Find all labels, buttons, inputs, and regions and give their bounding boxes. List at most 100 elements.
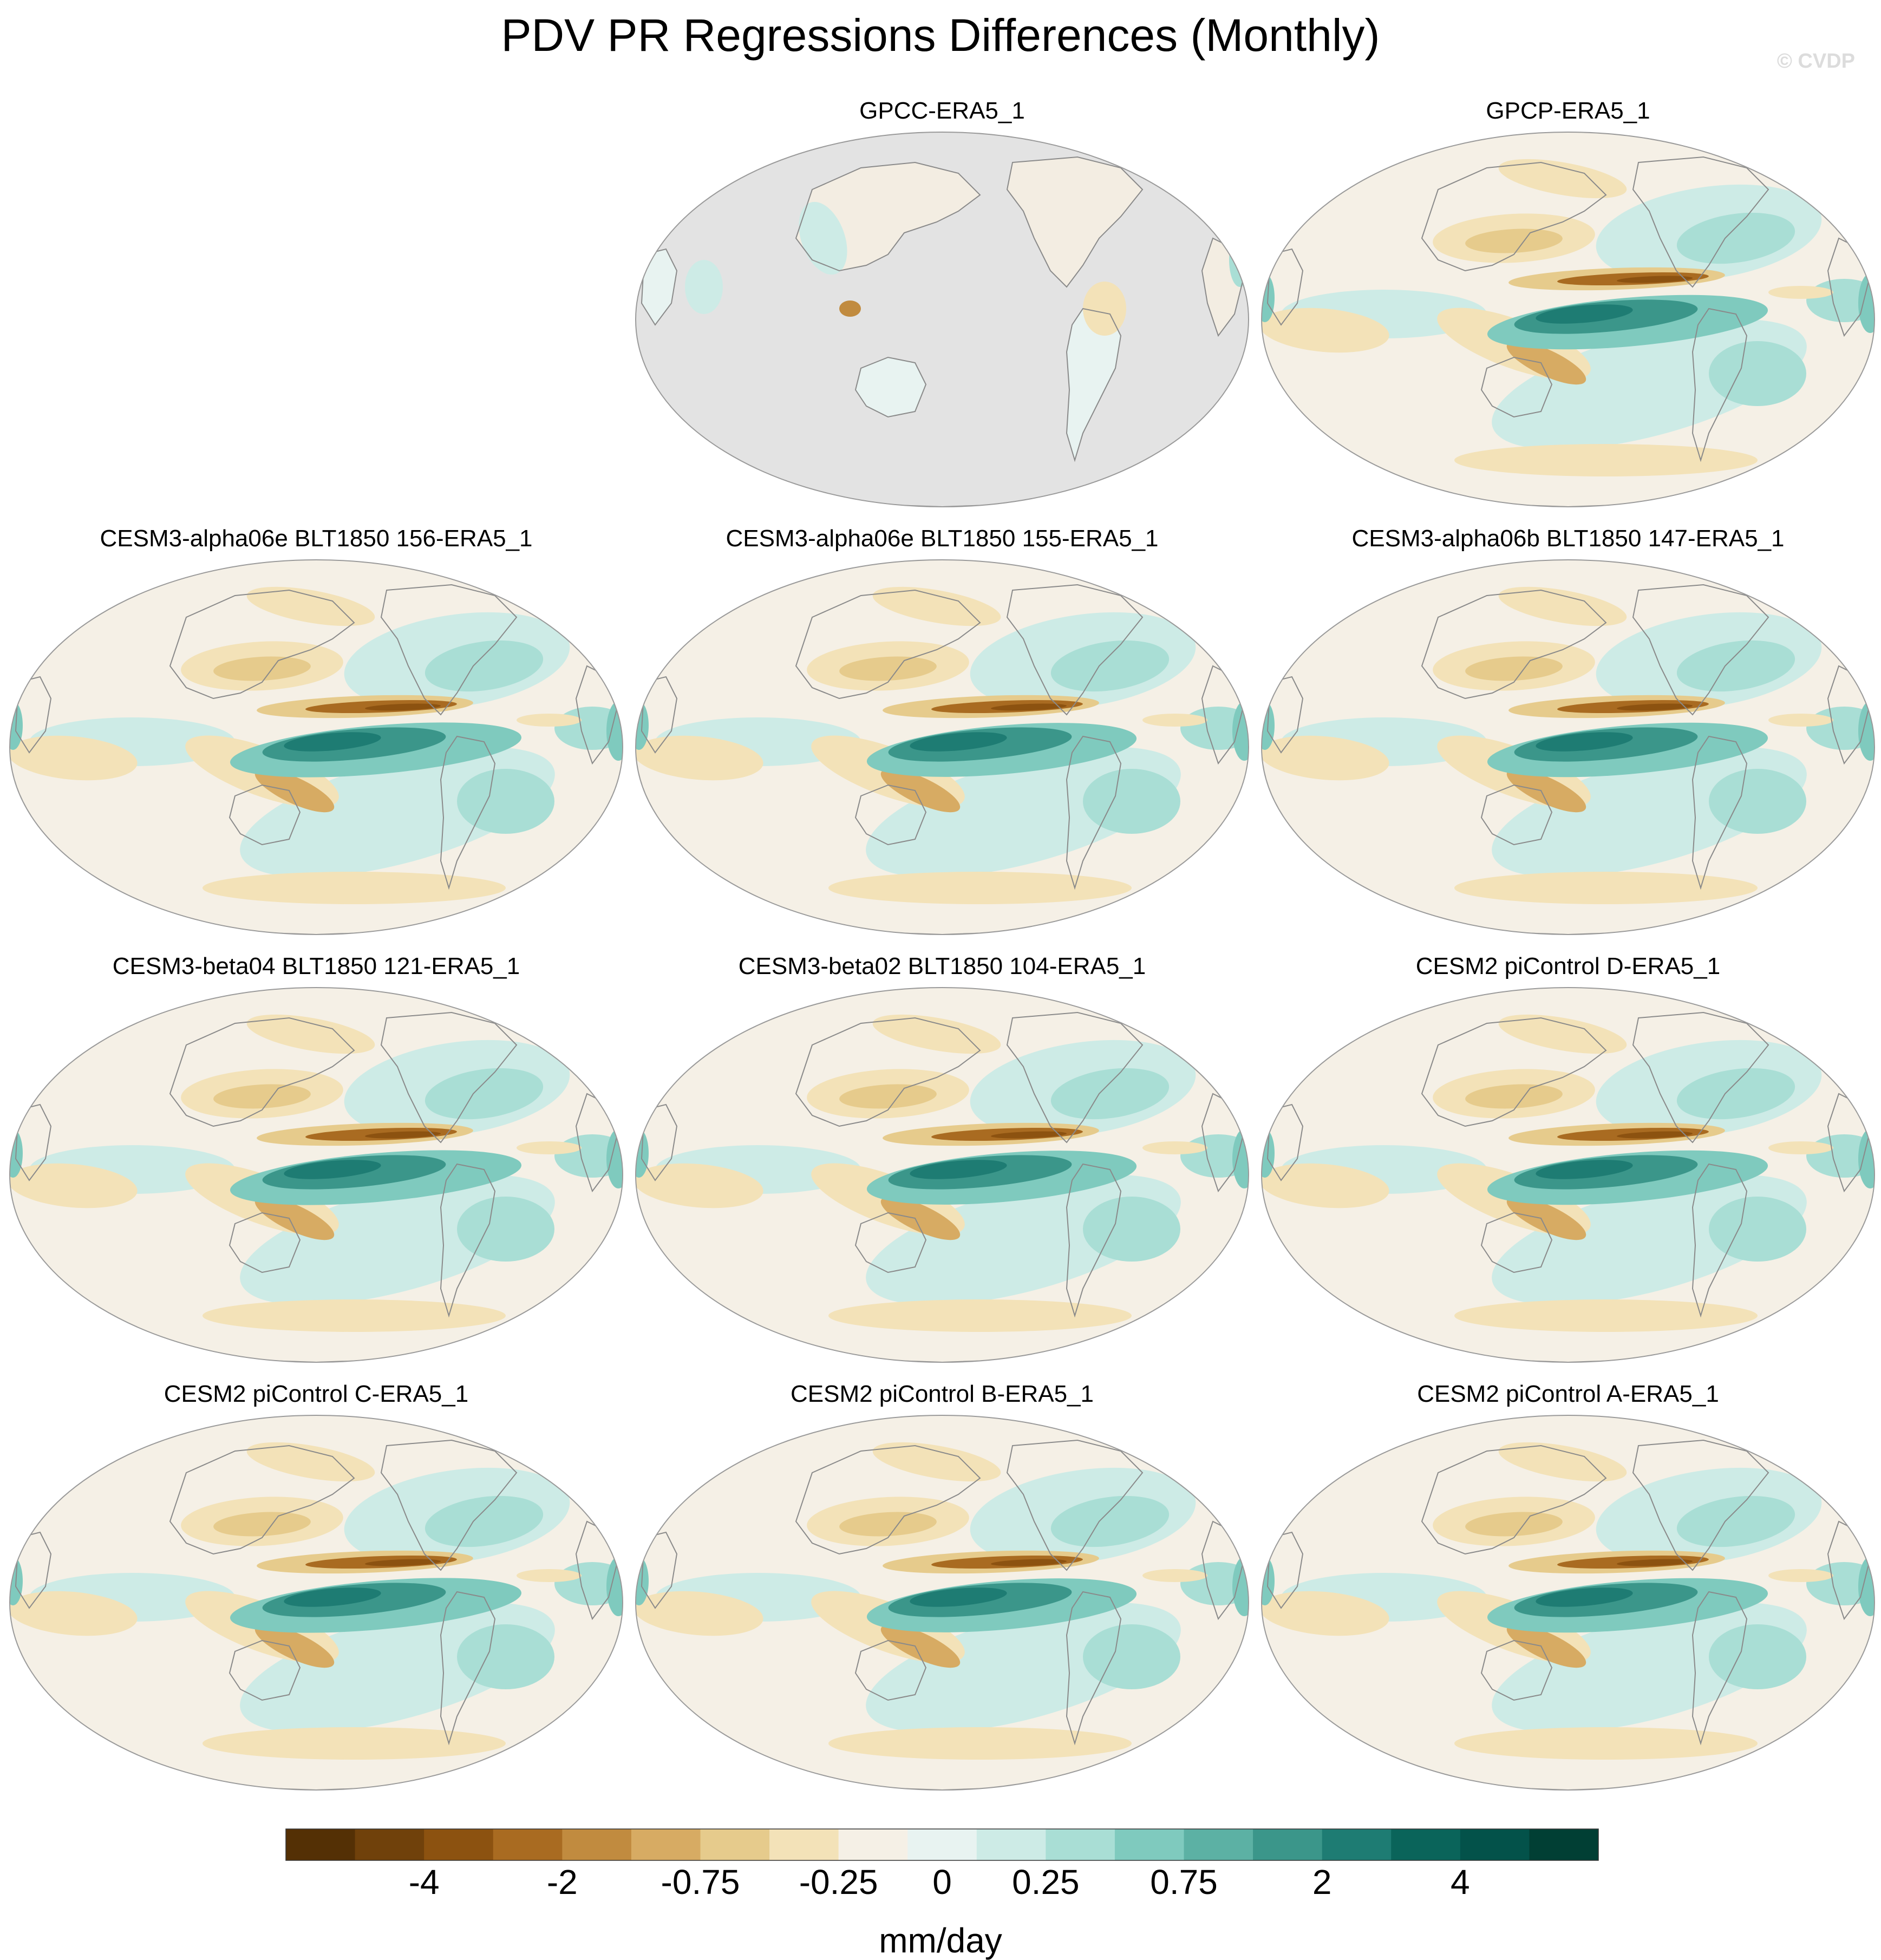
north-pacific-wet-core bbox=[1676, 212, 1795, 264]
southern-ocean-dry bbox=[828, 1299, 1132, 1332]
colorbar-unit-label: mm/day bbox=[879, 1921, 1002, 1960]
africa-wet-left bbox=[1262, 1557, 1275, 1605]
coastline bbox=[15, 1103, 52, 1181]
africa-wet-left bbox=[636, 701, 649, 750]
colorbar-swatch bbox=[1046, 1829, 1115, 1860]
colorbar-swatch bbox=[700, 1829, 770, 1860]
coastline bbox=[1006, 1439, 1144, 1571]
itcz-dry-max bbox=[991, 703, 1067, 711]
southern-ocean-dry bbox=[203, 1727, 506, 1760]
equatorial-pacific-wet-max bbox=[284, 1587, 381, 1607]
equatorial-pacific-wet-max bbox=[284, 732, 381, 752]
indian-ocean-dry bbox=[1262, 735, 1389, 781]
colorbar-tick-label: 0.25 bbox=[1012, 1863, 1080, 1902]
north-pacific-wet-core bbox=[1676, 1495, 1795, 1547]
itcz-dry-max bbox=[365, 703, 441, 711]
map-panel: CESM3-beta04 BLT1850 121-ERA5_1 bbox=[8, 953, 625, 1370]
coastline bbox=[795, 1445, 981, 1555]
north-asia-dry bbox=[872, 1442, 1001, 1482]
coastline bbox=[15, 1531, 52, 1609]
coastline bbox=[641, 676, 678, 754]
map-border bbox=[635, 1415, 1249, 1791]
northwest-pacific-dry-core bbox=[1465, 1512, 1563, 1537]
africa-wet bbox=[1858, 1129, 1875, 1188]
atlantic-dry bbox=[1768, 714, 1833, 727]
equatorial-pacific-wet-max bbox=[1536, 732, 1633, 752]
coastline bbox=[169, 589, 355, 700]
map-plot bbox=[9, 987, 623, 1363]
southern-ocean-dry bbox=[1454, 872, 1758, 904]
colorbar-swatch bbox=[976, 1829, 1046, 1860]
panel-title: CESM3-alpha06e BLT1850 155-ERA5_1 bbox=[726, 525, 1159, 552]
north-pacific-wet-core bbox=[1676, 1068, 1795, 1120]
coastline bbox=[15, 676, 52, 754]
colorbar-frame bbox=[285, 1828, 1599, 1861]
colorbar-swatch bbox=[1529, 1829, 1599, 1860]
coastline bbox=[1691, 308, 1748, 462]
colorbar-tick-label: 2 bbox=[1312, 1863, 1332, 1902]
coastline bbox=[641, 248, 678, 326]
atlantic-dry bbox=[1768, 1141, 1833, 1154]
equatorial-pacific-wet-max bbox=[910, 1587, 1007, 1607]
north-pacific-wet-core bbox=[1050, 1068, 1170, 1120]
colorbar-swatch bbox=[355, 1829, 424, 1860]
coastline bbox=[854, 784, 927, 846]
colorbar-swatch bbox=[562, 1829, 632, 1860]
map-border bbox=[9, 1415, 623, 1791]
coastline bbox=[1480, 1212, 1553, 1273]
coastline bbox=[440, 735, 496, 890]
equatorial-pacific-wet-max bbox=[1536, 1160, 1633, 1179]
coastline bbox=[1480, 1639, 1553, 1701]
coastline bbox=[854, 1639, 927, 1701]
north-pacific-wet-core bbox=[424, 640, 544, 692]
map-plot bbox=[635, 987, 1249, 1363]
coastline bbox=[1066, 735, 1122, 890]
colorbar-tick-label: -4 bbox=[408, 1863, 440, 1902]
colorbar-swatch bbox=[769, 1829, 839, 1860]
colorbar-swatch bbox=[838, 1829, 908, 1860]
itcz-dry-max bbox=[365, 1559, 441, 1566]
atlantic-dry bbox=[1142, 1569, 1207, 1582]
spcz-dry-core bbox=[254, 768, 335, 813]
indian-ocean-dry bbox=[1262, 1163, 1389, 1208]
colorbar-tick-label: 4 bbox=[1451, 1863, 1470, 1902]
itcz-dry-max bbox=[991, 1131, 1067, 1139]
map-panel: CESM2 piControl A-ERA5_1 bbox=[1259, 1381, 1877, 1798]
southern-ocean-dry bbox=[828, 1727, 1132, 1760]
coastline bbox=[380, 1439, 518, 1571]
north-asia-dry bbox=[1498, 586, 1627, 626]
map-border bbox=[1261, 987, 1875, 1363]
north-asia-dry bbox=[1498, 1442, 1627, 1482]
coastline bbox=[641, 1103, 678, 1181]
north-asia-dry bbox=[1498, 159, 1627, 199]
panel-title: CESM3-alpha06e BLT1850 156-ERA5_1 bbox=[100, 525, 533, 552]
south-america-wet bbox=[457, 1197, 554, 1262]
spcz-dry-core bbox=[254, 1196, 335, 1240]
map-border bbox=[635, 987, 1249, 1363]
itcz-dry-max bbox=[1617, 1559, 1693, 1566]
map-plot bbox=[1261, 987, 1875, 1363]
map-panel: CESM2 piControl C-ERA5_1 bbox=[8, 1381, 625, 1798]
coastline bbox=[228, 784, 301, 846]
colorbar-swatch bbox=[1114, 1829, 1185, 1860]
map-plot bbox=[635, 559, 1249, 935]
coastline bbox=[380, 1011, 518, 1144]
north-pacific-wet-core bbox=[1676, 640, 1795, 692]
coastline bbox=[1066, 1591, 1122, 1746]
land-field bbox=[642, 249, 677, 325]
map-panel: CESM3-alpha06b BLT1850 147-ERA5_1 bbox=[1259, 525, 1877, 942]
coastline bbox=[228, 1212, 301, 1273]
northwest-pacific-dry-core bbox=[213, 1512, 311, 1537]
indian-ocean-dry bbox=[636, 1163, 763, 1208]
colorbar-tick-label: -0.75 bbox=[661, 1863, 740, 1902]
spcz-dry-core bbox=[880, 1196, 961, 1240]
southern-ocean-dry bbox=[1454, 1727, 1758, 1760]
map-plot bbox=[1261, 132, 1875, 507]
coastline bbox=[641, 1531, 678, 1609]
atlantic-dry bbox=[517, 1569, 582, 1582]
southern-ocean-dry bbox=[1454, 1299, 1758, 1332]
map-border bbox=[635, 559, 1249, 935]
south-america-wet bbox=[1709, 1197, 1806, 1262]
atlantic-dry bbox=[1142, 714, 1207, 727]
africa-wet-left bbox=[636, 1557, 649, 1605]
